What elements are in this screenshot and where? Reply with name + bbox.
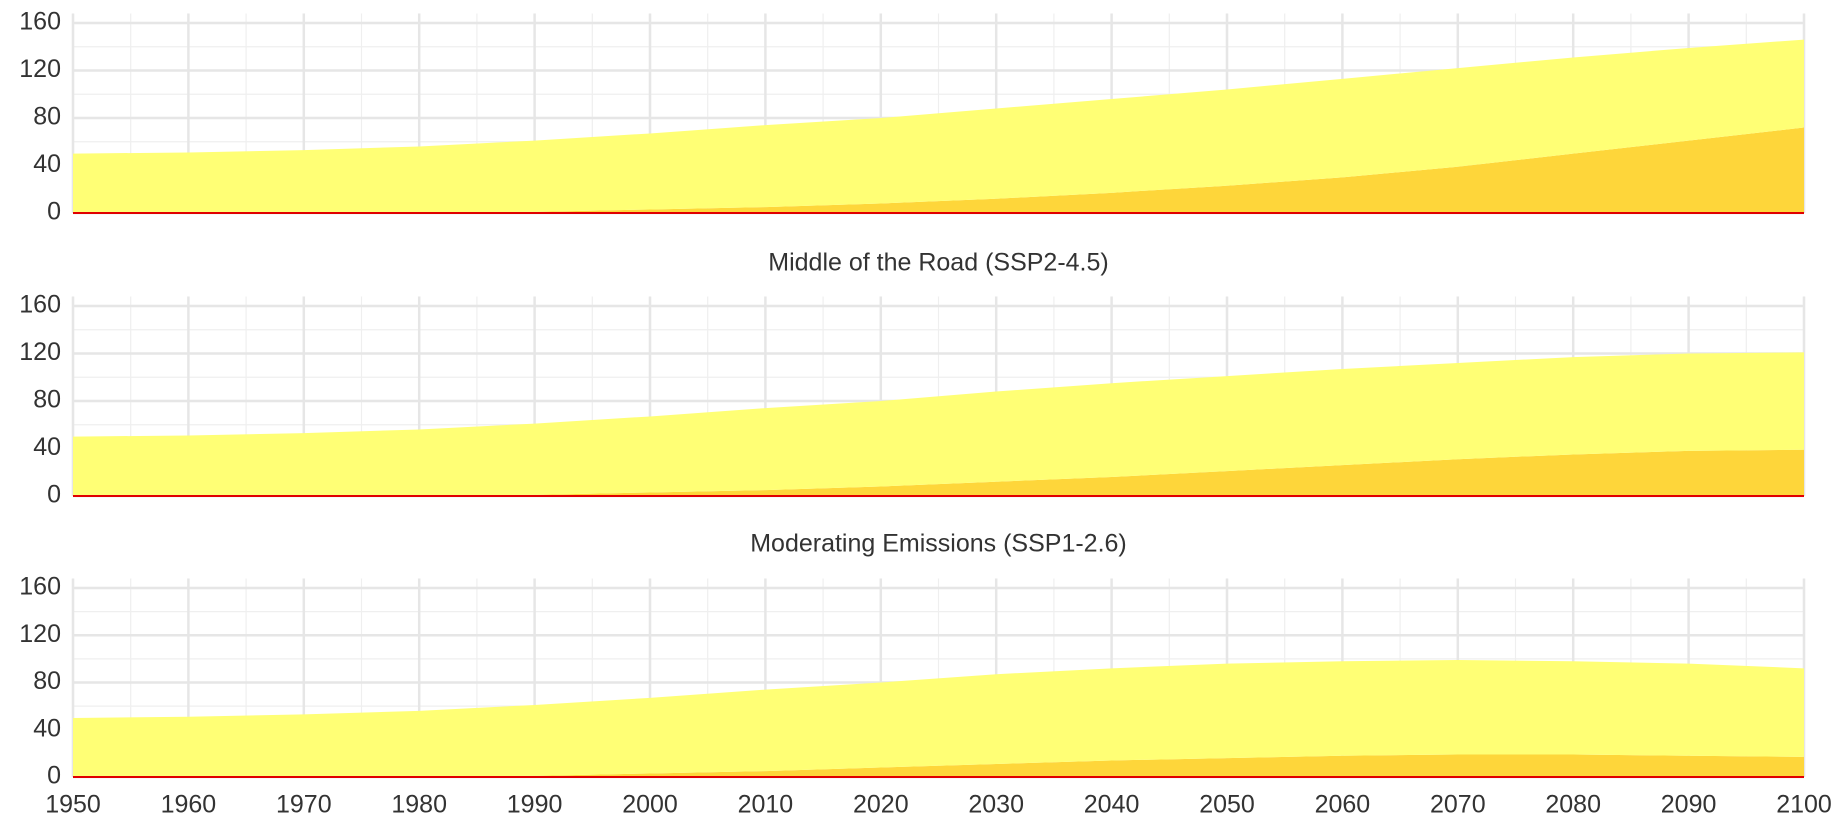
x-tick-label: 2010 [738, 791, 794, 819]
panel-title: Moderating Emissions (SSP1-2.6) [750, 530, 1127, 558]
y-tick-label: 40 [33, 150, 61, 178]
area [73, 660, 1804, 777]
y-tick-label: 80 [33, 667, 61, 695]
area [73, 352, 1804, 496]
y-tick-label: 160 [19, 291, 61, 319]
y-tick-label: 120 [19, 338, 61, 366]
y-tick-label: 160 [19, 8, 61, 36]
y-tick-label: 120 [19, 55, 61, 83]
x-tick-label: 2060 [1315, 791, 1371, 819]
x-tick-label: 2100 [1776, 791, 1832, 819]
x-tick-label: 2030 [968, 791, 1024, 819]
x-tick-label: 1980 [391, 791, 447, 819]
x-tick-label: 2070 [1430, 791, 1486, 819]
y-tick-label: 80 [33, 103, 61, 131]
x-tick-label: 2020 [853, 791, 909, 819]
x-tick-label: 2090 [1661, 791, 1717, 819]
x-tick-label: 1990 [507, 791, 563, 819]
y-tick-label: 80 [33, 386, 61, 414]
x-tick-label: 2000 [622, 791, 678, 819]
y-tick-label: 120 [19, 620, 61, 648]
x-tick-label: 1950 [45, 791, 101, 819]
y-tick-label: 160 [19, 573, 61, 601]
panel: 0 40 80 120 160 [19, 8, 1806, 226]
x-tick-label: 1960 [161, 791, 217, 819]
area [73, 127, 1804, 213]
x-tick-label: 2040 [1084, 791, 1140, 819]
panel: Moderating Emissions (SSP1-2.6) 0 40 80 120 1… [19, 530, 1832, 819]
area [73, 449, 1804, 496]
area [73, 754, 1804, 777]
x-tick-label: 1970 [276, 791, 332, 819]
y-tick-label: 0 [47, 762, 61, 790]
y-tick-label: 40 [33, 714, 61, 742]
area [73, 39, 1804, 213]
x-tick-label: 2050 [1199, 791, 1255, 819]
y-tick-label: 40 [33, 433, 61, 461]
y-tick-label: 0 [47, 198, 61, 226]
x-tick-label: 2080 [1545, 791, 1601, 819]
panel: Middle of the Road (SSP2-4.5) 0 40 80 120 160 [19, 249, 1806, 509]
y-tick-label: 0 [47, 481, 61, 509]
panel-title: Middle of the Road (SSP2-4.5) [768, 249, 1108, 277]
